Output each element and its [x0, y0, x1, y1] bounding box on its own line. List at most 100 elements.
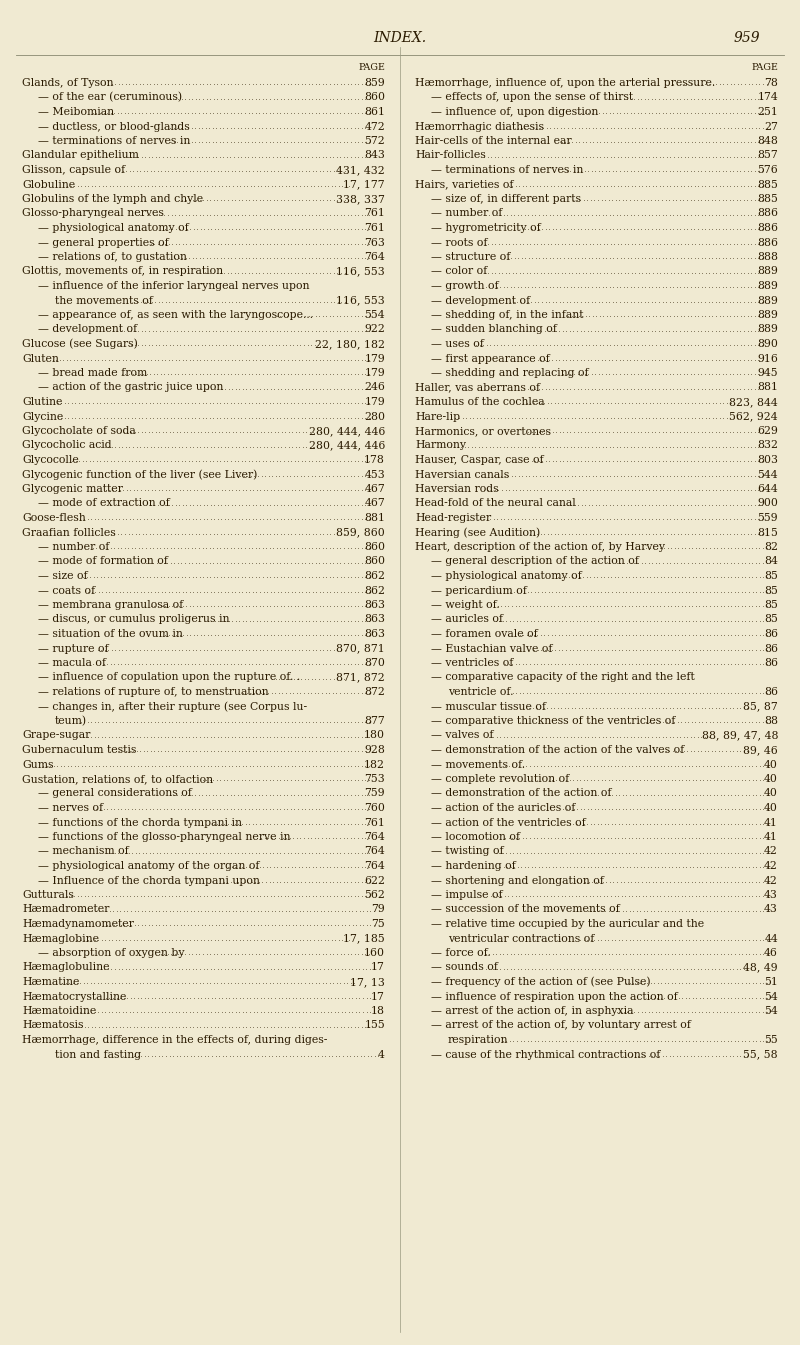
Text: 338, 337: 338, 337	[336, 194, 385, 204]
Text: — development of: — development of	[431, 296, 530, 305]
Text: 160: 160	[364, 948, 385, 958]
Text: 86: 86	[764, 687, 778, 697]
Text: 27: 27	[764, 121, 778, 132]
Text: — arrest of the action of, by voluntary arrest of: — arrest of the action of, by voluntary …	[431, 1021, 691, 1030]
Text: Harmonics, or overtones: Harmonics, or overtones	[415, 426, 551, 436]
Text: — shedding of, in the infant: — shedding of, in the infant	[431, 309, 583, 320]
Text: 42: 42	[764, 846, 778, 857]
Text: — terminations of nerves in: — terminations of nerves in	[38, 136, 190, 147]
Text: 246: 246	[364, 382, 385, 393]
Text: — action of the gastric juice upon: — action of the gastric juice upon	[38, 382, 223, 393]
Text: 922: 922	[364, 324, 385, 335]
Text: — Meibomian: — Meibomian	[38, 108, 114, 117]
Text: — influence of the inferior laryngeal nerves upon: — influence of the inferior laryngeal ne…	[38, 281, 310, 291]
Text: — Influence of the chorda tympani upon: — Influence of the chorda tympani upon	[38, 876, 260, 885]
Text: 761: 761	[364, 818, 385, 827]
Text: 859, 860: 859, 860	[336, 527, 385, 538]
Text: Glycocolle: Glycocolle	[22, 455, 78, 465]
Text: Glottis, movements of, in respiration: Glottis, movements of, in respiration	[22, 266, 223, 277]
Text: Glycocholic acid: Glycocholic acid	[22, 441, 112, 451]
Text: — foramen ovale of: — foramen ovale of	[431, 629, 538, 639]
Text: 815: 815	[757, 527, 778, 538]
Text: 885: 885	[757, 194, 778, 204]
Text: — relative time occupied by the auricular and the: — relative time occupied by the auricula…	[431, 919, 704, 929]
Text: — physiological anatomy of: — physiological anatomy of	[38, 223, 189, 233]
Text: 644: 644	[758, 484, 778, 494]
Text: 116, 553: 116, 553	[336, 296, 385, 305]
Text: ventricle of.: ventricle of.	[448, 687, 514, 697]
Text: — effects of, upon the sense of thirst: — effects of, upon the sense of thirst	[431, 93, 633, 102]
Text: — hygrometricity of: — hygrometricity of	[431, 223, 541, 233]
Text: Hæmorrhagic diathesis: Hæmorrhagic diathesis	[415, 121, 544, 132]
Text: 280: 280	[364, 412, 385, 421]
Text: Hæmorrhage, influence of, upon the arterial pressure.: Hæmorrhage, influence of, upon the arter…	[415, 78, 715, 87]
Text: Glycogenic function of the liver (see Liver): Glycogenic function of the liver (see Li…	[22, 469, 258, 480]
Text: 17: 17	[371, 963, 385, 972]
Text: 85: 85	[764, 600, 778, 611]
Text: — demonstration of the action of: — demonstration of the action of	[431, 788, 611, 799]
Text: — Eustachian valve of: — Eustachian valve of	[431, 643, 553, 654]
Text: Hamulus of the cochlea: Hamulus of the cochlea	[415, 397, 545, 408]
Text: — hardening of: — hardening of	[431, 861, 516, 872]
Text: 554: 554	[364, 309, 385, 320]
Text: 467: 467	[364, 499, 385, 508]
Text: 180: 180	[364, 730, 385, 741]
Text: — growth of: — growth of	[431, 281, 498, 291]
Text: PAGE: PAGE	[358, 63, 385, 73]
Text: 46: 46	[764, 948, 778, 958]
Text: 40: 40	[764, 760, 778, 769]
Text: — nerves of: — nerves of	[38, 803, 103, 812]
Text: 764: 764	[364, 252, 385, 262]
Text: — sounds of: — sounds of	[431, 963, 498, 972]
Text: 871, 872: 871, 872	[336, 672, 385, 682]
Text: 55, 58: 55, 58	[743, 1049, 778, 1060]
Text: 764: 764	[364, 846, 385, 857]
Text: 916: 916	[757, 354, 778, 363]
Text: — general description of the action of: — general description of the action of	[431, 557, 639, 566]
Text: 760: 760	[364, 803, 385, 812]
Text: — valves of: — valves of	[431, 730, 494, 741]
Text: — general properties of: — general properties of	[38, 238, 169, 247]
Text: 155: 155	[364, 1021, 385, 1030]
Text: 41: 41	[764, 833, 778, 842]
Text: 179: 179	[364, 369, 385, 378]
Text: Hæmatine: Hæmatine	[22, 976, 79, 987]
Text: — influence of respiration upon the action of: — influence of respiration upon the acti…	[431, 991, 678, 1002]
Text: 85, 87: 85, 87	[743, 702, 778, 712]
Text: Heart, description of the action of, by Harvey: Heart, description of the action of, by …	[415, 542, 665, 551]
Text: tion and fasting: tion and fasting	[55, 1049, 141, 1060]
Text: — shedding and replacing of: — shedding and replacing of	[431, 369, 589, 378]
Text: ventricular contractions of: ventricular contractions of	[448, 933, 594, 943]
Text: Hæmaglobuline: Hæmaglobuline	[22, 963, 110, 972]
Text: 860: 860	[364, 542, 385, 551]
Text: 888: 888	[757, 252, 778, 262]
Text: 41: 41	[764, 818, 778, 827]
Text: Glosso-pharyngeal nerves: Glosso-pharyngeal nerves	[22, 208, 164, 218]
Text: 562: 562	[364, 890, 385, 900]
Text: 823, 844: 823, 844	[730, 397, 778, 408]
Text: — bread made from: — bread made from	[38, 369, 147, 378]
Text: — rupture of: — rupture of	[38, 643, 109, 654]
Text: 928: 928	[364, 745, 385, 755]
Text: 803: 803	[757, 455, 778, 465]
Text: — macula of: — macula of	[38, 658, 106, 668]
Text: 886: 886	[757, 238, 778, 247]
Text: Hæmaglobine: Hæmaglobine	[22, 933, 99, 943]
Text: — roots of: — roots of	[431, 238, 487, 247]
Text: 89, 46: 89, 46	[743, 745, 778, 755]
Text: 870, 871: 870, 871	[336, 643, 385, 654]
Text: the movements of: the movements of	[55, 296, 153, 305]
Text: 280, 444, 446: 280, 444, 446	[309, 441, 385, 451]
Text: 881: 881	[757, 382, 778, 393]
Text: — succession of the movements of: — succession of the movements of	[431, 904, 620, 915]
Text: — first appearance of: — first appearance of	[431, 354, 550, 363]
Text: 431, 432: 431, 432	[336, 165, 385, 175]
Text: 86: 86	[764, 643, 778, 654]
Text: Gluten: Gluten	[22, 354, 59, 363]
Text: 17, 177: 17, 177	[343, 179, 385, 190]
Text: Gustation, relations of, to olfaction: Gustation, relations of, to olfaction	[22, 773, 213, 784]
Text: Graafian follicles: Graafian follicles	[22, 527, 116, 538]
Text: Glands, of Tyson: Glands, of Tyson	[22, 78, 114, 87]
Text: — functions of the glosso-pharyngeal nerve in: — functions of the glosso-pharyngeal ner…	[38, 833, 290, 842]
Text: Haller, vas aberrans of: Haller, vas aberrans of	[415, 382, 540, 393]
